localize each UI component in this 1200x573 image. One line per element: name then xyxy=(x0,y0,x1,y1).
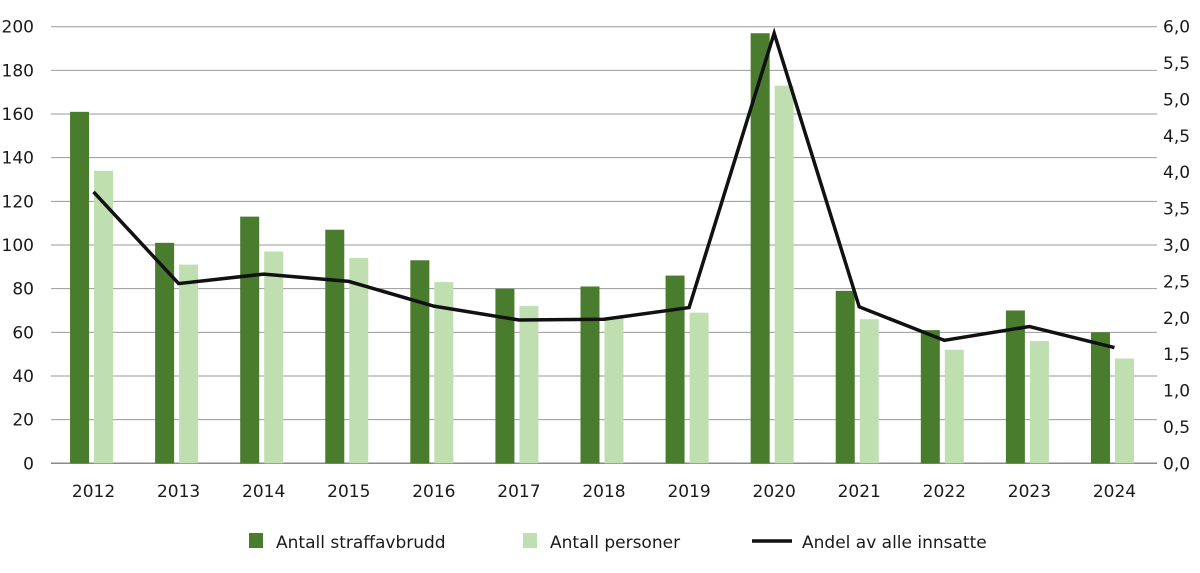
right-tick-label: 3,5 xyxy=(1163,200,1190,220)
x-tick-label: 2023 xyxy=(1008,482,1051,502)
bar-straffavbrudd xyxy=(920,330,940,464)
bar-personer xyxy=(349,258,369,464)
bar-personer xyxy=(179,264,199,464)
bar-personer xyxy=(1114,358,1134,464)
left-tick-label: 60 xyxy=(12,323,34,343)
right-tick-label: 4,5 xyxy=(1163,127,1190,147)
right-axis: 0,0 0,5 1,0 1,5 2,0 2,5 3,0 3,5 4,0 4,5 5,0 5,5 6,0 xyxy=(1163,18,1190,475)
x-tick-label: 2021 xyxy=(838,482,881,502)
line-andel-av-alle-innsatte xyxy=(92,27,1115,350)
x-tick-label: 2020 xyxy=(753,482,796,502)
left-tick-label: 160 xyxy=(2,105,34,125)
right-tick-label: 5,0 xyxy=(1163,90,1190,110)
right-tick-label: 2,5 xyxy=(1163,272,1190,292)
left-axis: 0 20 40 60 80 100 120 140 160 180 200 xyxy=(2,18,34,475)
bar-straffavbrudd xyxy=(1090,332,1110,464)
bar-personer xyxy=(689,312,709,464)
bar-personer xyxy=(774,85,794,464)
bar-personer xyxy=(1029,341,1049,464)
bar-personer xyxy=(604,317,624,464)
right-tick-label: 0,0 xyxy=(1163,454,1190,474)
legend-swatch xyxy=(249,533,263,548)
bar-straffavbrudd xyxy=(155,242,175,464)
x-tick-label: 2024 xyxy=(1093,482,1136,502)
bar-straffavbrudd xyxy=(495,288,515,464)
x-tick-label: 2012 xyxy=(72,482,115,502)
x-tick-label: 2015 xyxy=(327,482,370,502)
legend-item: Antall personer xyxy=(523,533,680,553)
bar-personer xyxy=(264,251,284,464)
bar-straffavbrudd xyxy=(240,216,260,464)
legend-label: Andel av alle innsatte xyxy=(802,533,987,553)
x-tick-label: 2014 xyxy=(242,482,285,502)
bar-straffavbrudd xyxy=(1005,310,1025,464)
gridlines xyxy=(51,26,1157,465)
x-tick-label: 2016 xyxy=(412,482,455,502)
left-tick-label: 20 xyxy=(12,411,34,431)
x-axis: 2012 2013 2014 2015 2016 2017 2018 2019 2020 2021… xyxy=(72,482,1136,502)
bar-personer xyxy=(859,319,879,464)
x-tick-label: 2018 xyxy=(582,482,625,502)
right-tick-label: 0,5 xyxy=(1163,418,1190,438)
bar-straffavbrudd xyxy=(70,111,90,464)
bar-straffavbrudd xyxy=(750,33,770,464)
x-tick-label: 2019 xyxy=(667,482,710,502)
legend-item: Antall straffavbrudd xyxy=(249,533,446,553)
left-tick-label: 140 xyxy=(2,149,34,169)
left-tick-label: 0 xyxy=(23,454,34,474)
bar-straffavbrudd xyxy=(835,290,855,464)
left-tick-label: 120 xyxy=(2,192,34,212)
left-tick-label: 200 xyxy=(2,18,34,38)
right-tick-label: 6,0 xyxy=(1163,18,1190,38)
legend-label: Antall personer xyxy=(550,533,680,553)
bars xyxy=(70,33,1134,464)
line-series xyxy=(92,27,1115,350)
right-tick-label: 4,0 xyxy=(1163,163,1190,183)
right-tick-label: 1,5 xyxy=(1163,345,1190,365)
left-tick-label: 180 xyxy=(2,61,34,81)
bar-personer xyxy=(434,282,454,464)
bar-straffavbrudd xyxy=(580,286,600,464)
right-tick-label: 5,5 xyxy=(1163,54,1190,74)
bar-personer xyxy=(944,349,964,464)
bar-straffavbrudd xyxy=(325,229,345,464)
legend-swatch xyxy=(523,533,537,548)
bar-personer xyxy=(94,170,114,464)
left-tick-label: 40 xyxy=(12,367,34,387)
legend: Antall straffavbrudd Antall personer Andel… xyxy=(249,533,987,553)
x-tick-label: 2017 xyxy=(497,482,540,502)
bar-straffavbrudd xyxy=(665,275,685,464)
legend-label: Antall straffavbrudd xyxy=(276,533,446,553)
bar-straffavbrudd xyxy=(410,260,430,464)
x-tick-label: 2022 xyxy=(923,482,966,502)
left-tick-label: 100 xyxy=(2,236,34,256)
right-tick-label: 1,0 xyxy=(1163,382,1190,402)
right-tick-label: 3,0 xyxy=(1163,236,1190,256)
right-tick-label: 2,0 xyxy=(1163,309,1190,329)
legend-item: Andel av alle innsatte xyxy=(752,533,987,553)
x-tick-label: 2013 xyxy=(157,482,200,502)
bar-personer xyxy=(519,306,539,464)
left-tick-label: 80 xyxy=(12,280,34,300)
